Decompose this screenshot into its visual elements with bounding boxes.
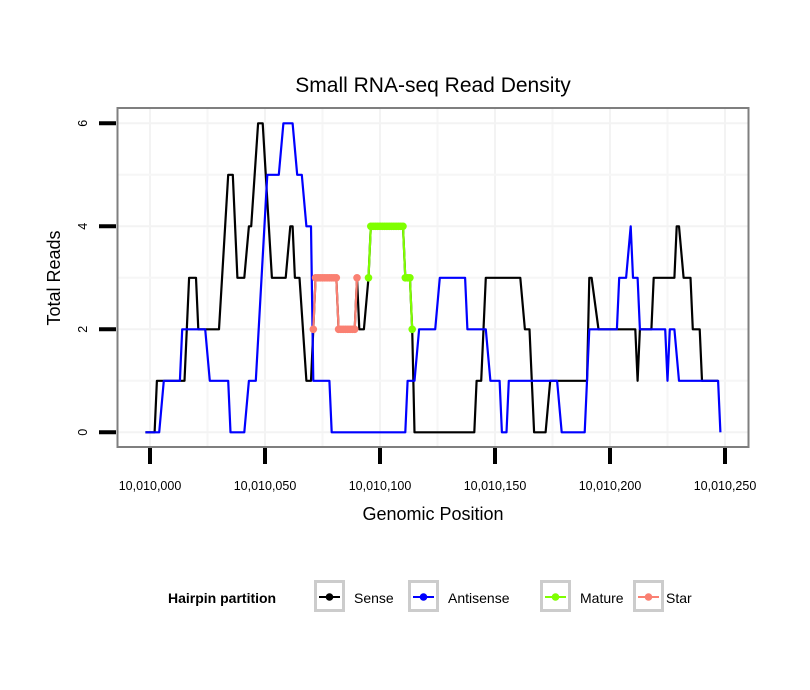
legend-title: Hairpin partition bbox=[168, 590, 276, 606]
legend: Hairpin partition Sense Antisense Mature St… bbox=[168, 580, 692, 612]
legend-key-marker bbox=[419, 593, 428, 601]
legend-item-antisense: Antisense bbox=[408, 580, 510, 612]
x-tick-label: 10,010,200 bbox=[579, 479, 642, 493]
legend-item-sense: Sense bbox=[314, 580, 394, 612]
legend-key-marker bbox=[551, 593, 560, 601]
x-tick-label: 10,010,100 bbox=[349, 479, 412, 493]
y-tick-label: 4 bbox=[76, 223, 90, 230]
x-axis-title: Genomic Position bbox=[362, 504, 503, 524]
series-line-antisense bbox=[145, 122, 722, 434]
legend-key-marker bbox=[325, 593, 334, 601]
legend-item-star: Star bbox=[633, 580, 692, 612]
data-point-mature bbox=[406, 274, 414, 282]
data-point-mature bbox=[408, 325, 417, 334]
legend-label: Star bbox=[666, 590, 692, 606]
x-tick-label: 10,010,250 bbox=[694, 479, 757, 493]
y-axis: 0 2 4 6 bbox=[76, 120, 116, 436]
x-tick-label: 10,010,150 bbox=[464, 479, 527, 493]
legend-item-mature: Mature bbox=[540, 580, 624, 612]
x-tick-label: 10,010,050 bbox=[234, 479, 297, 493]
data-point-star bbox=[309, 325, 318, 334]
series-mature bbox=[364, 222, 417, 334]
data-point-mature bbox=[399, 222, 407, 231]
panel-border bbox=[116, 107, 750, 448]
y-tick-label: 2 bbox=[76, 326, 90, 333]
data-point-star bbox=[353, 274, 361, 282]
series-star bbox=[309, 274, 361, 334]
y-tick-label: 6 bbox=[76, 120, 90, 127]
y-axis-title: Total Reads bbox=[44, 230, 64, 325]
series-antisense bbox=[145, 122, 722, 434]
legend-label: Antisense bbox=[448, 590, 510, 606]
legend-key-marker bbox=[644, 593, 653, 601]
x-tick-label: 10,010,000 bbox=[119, 479, 182, 493]
x-axis: 10,010,000 10,010,050 10,010,100 10,010,150… bbox=[119, 448, 757, 493]
data-point-star bbox=[332, 274, 341, 282]
data-point-star bbox=[350, 325, 359, 334]
y-tick-label: 0 bbox=[76, 429, 90, 436]
series-layer bbox=[145, 122, 722, 434]
legend-label: Sense bbox=[354, 590, 394, 606]
data-point-mature bbox=[364, 274, 373, 282]
chart-title: Small RNA-seq Read Density bbox=[295, 74, 571, 97]
legend-label: Mature bbox=[580, 590, 624, 606]
